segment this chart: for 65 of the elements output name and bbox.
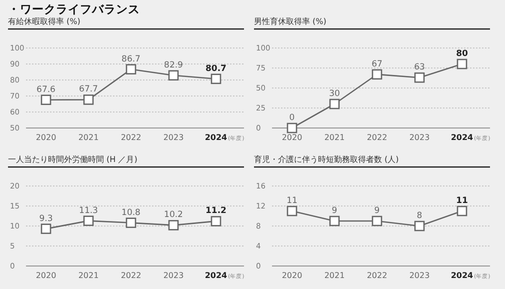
- chart-title: 育児・介護に伴う時短勤務取得者数 (人): [254, 155, 399, 164]
- data-label: 63: [414, 62, 425, 73]
- data-label: 11.2: [206, 206, 227, 216]
- x-tick-label: 2022: [120, 271, 142, 280]
- x-tick-label: 2023: [163, 133, 184, 142]
- data-label: 9: [374, 206, 380, 216]
- point: [414, 220, 425, 232]
- text: ・ワークライフバランス: [8, 2, 140, 16]
- data-label: 0: [289, 113, 295, 123]
- point: [286, 206, 298, 216]
- x-tick-label: 2022: [366, 271, 388, 280]
- x-tick-label: 2024: [204, 133, 228, 142]
- point: [329, 98, 340, 110]
- x-tick-label: 2020: [36, 133, 56, 142]
- point: [372, 216, 382, 226]
- chart-title: 有給休暇取得率 (%): [8, 17, 80, 26]
- point: [168, 220, 179, 230]
- data-label: 80.7: [206, 64, 227, 74]
- point: [126, 218, 136, 228]
- point: [329, 216, 340, 226]
- data-label: 80: [456, 49, 468, 59]
- x-tick-label: 2024: [450, 133, 474, 142]
- data-label: 67: [372, 59, 382, 70]
- point: [286, 122, 298, 134]
- point: [83, 216, 94, 226]
- x-tick-label: 2024: [450, 271, 474, 280]
- x-tick-label: 2021: [324, 271, 345, 280]
- point: [168, 70, 179, 81]
- point: [210, 74, 222, 84]
- x-tick-label: 2023: [163, 271, 184, 280]
- point: [414, 72, 425, 83]
- point: [40, 224, 52, 234]
- data-label: 10.8: [122, 208, 140, 218]
- data-label: 30: [329, 89, 340, 99]
- x-tick-label: 2020: [282, 271, 302, 280]
- data-label: 8: [416, 211, 422, 221]
- data-label: 11: [286, 196, 298, 206]
- x-tick-label: 2022: [120, 133, 142, 142]
- point: [83, 94, 94, 105]
- data-label: 10.2: [164, 210, 183, 220]
- point: [456, 58, 468, 70]
- point: [40, 94, 52, 105]
- data-label: 11.3: [79, 206, 98, 216]
- data-label: 82.9: [164, 60, 183, 70]
- point: [126, 64, 136, 74]
- data-label: 9: [332, 206, 338, 216]
- x-tick-label: 2024: [204, 271, 228, 280]
- data-label: 86.7: [122, 54, 140, 64]
- data-label: 67.7: [79, 84, 98, 95]
- point: [210, 216, 222, 226]
- data-label: 9.3: [39, 214, 53, 224]
- x-tick-label: 2020: [36, 271, 56, 280]
- chart-title: 男性育休取得率 (%): [254, 17, 326, 26]
- x-tick-label: 2021: [324, 133, 345, 142]
- data-label: 67.6: [36, 84, 56, 95]
- x-tick-label: 2023: [409, 271, 430, 280]
- x-tick-label: 2020: [282, 133, 302, 142]
- point: [372, 69, 382, 80]
- x-tick-label: 2022: [366, 133, 388, 142]
- data-label: 11: [456, 196, 468, 206]
- x-tick-label: 2021: [78, 271, 99, 280]
- point: [456, 206, 468, 216]
- chart-title: 一人当たり時間外労働時間 (H ／月): [8, 155, 138, 164]
- x-tick-label: 2021: [78, 133, 99, 142]
- x-tick-label: 2023: [409, 133, 430, 142]
